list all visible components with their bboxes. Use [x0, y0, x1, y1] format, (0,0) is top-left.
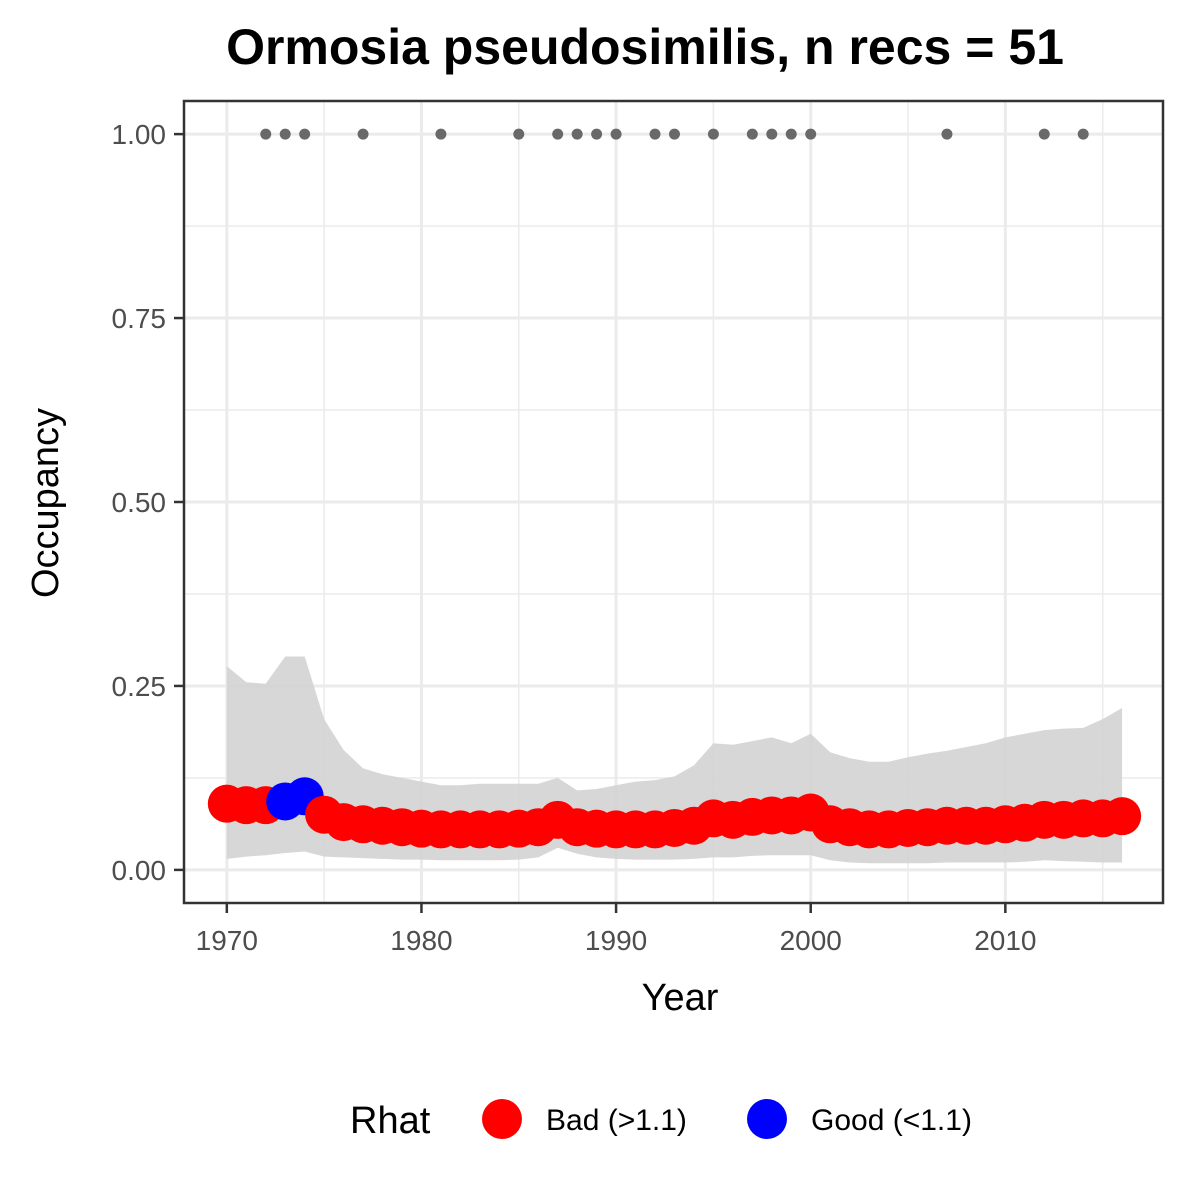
record-point [591, 128, 603, 140]
record-point [513, 128, 525, 140]
record-point [435, 128, 447, 140]
legend-title: Rhat [350, 1100, 431, 1142]
record-point [766, 128, 778, 140]
x-tick-label: 1980 [390, 925, 452, 956]
record-point [746, 128, 758, 140]
chart-title: Ormosia pseudosimilis, n recs = 51 [226, 19, 1064, 75]
occupancy-point-bad [1103, 797, 1142, 836]
y-tick-label: 0.50 [112, 487, 167, 518]
record-point [260, 128, 272, 140]
record-point [785, 128, 797, 140]
record-point [707, 128, 719, 140]
record-point [610, 128, 622, 140]
legend-label-bad: Bad (>1.1) [546, 1104, 687, 1137]
y-tick-label: 0.00 [112, 855, 167, 886]
legend-label-good: Good (<1.1) [811, 1104, 972, 1137]
record-point [552, 128, 564, 140]
x-axis-title: Year [642, 977, 719, 1019]
record-point [941, 128, 953, 140]
record-point [1038, 128, 1050, 140]
record-point [571, 128, 583, 140]
record-point [1077, 128, 1089, 140]
legend-key-bad [482, 1099, 522, 1139]
record-point [649, 128, 661, 140]
x-tick-label: 1970 [196, 925, 258, 956]
plot-area: 1970 1980 1990 2000 2010 0.00 0.25 0.50 0.75 1.00 [112, 99, 1165, 956]
record-point [668, 128, 680, 140]
x-tick-label: 1990 [585, 925, 647, 956]
record-point [279, 128, 291, 140]
y-axis-title: Occupancy [25, 408, 67, 598]
y-tick-label: 0.25 [112, 671, 167, 702]
legend: Rhat Bad (>1.1) Good (<1.1) [350, 1099, 972, 1142]
y-tick-label: 0.75 [112, 303, 167, 334]
credible-interval-ribbon [226, 656, 1123, 864]
legend-key-good [747, 1099, 787, 1139]
x-tick-label: 2000 [780, 925, 842, 956]
record-point [299, 128, 311, 140]
record-point [805, 128, 817, 140]
record-point [357, 128, 369, 140]
y-tick-label: 1.00 [112, 119, 167, 150]
x-tick-label: 2010 [974, 925, 1036, 956]
